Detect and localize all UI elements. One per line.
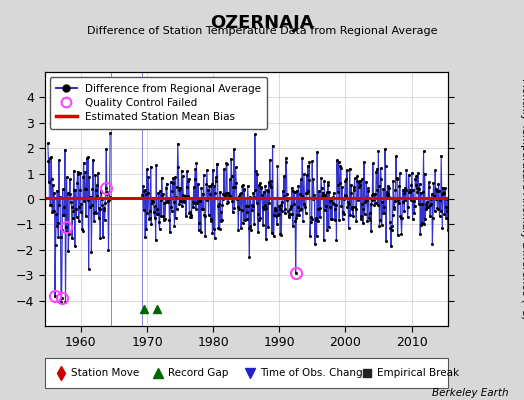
Text: Empirical Break: Empirical Break [377, 368, 460, 378]
Text: Berkeley Earth: Berkeley Earth [432, 388, 508, 398]
Text: Time of Obs. Change: Time of Obs. Change [260, 368, 369, 378]
Text: Record Gap: Record Gap [168, 368, 228, 378]
Text: Station Move: Station Move [71, 368, 139, 378]
Legend: Difference from Regional Average, Quality Control Failed, Estimated Station Mean: Difference from Regional Average, Qualit… [50, 77, 267, 129]
Y-axis label: Monthly Temperature Anomaly Difference (°C): Monthly Temperature Anomaly Difference (… [520, 78, 524, 320]
Text: Difference of Station Temperature Data from Regional Average: Difference of Station Temperature Data f… [87, 26, 437, 36]
FancyBboxPatch shape [45, 358, 448, 388]
Text: OZERNAJA: OZERNAJA [210, 14, 314, 32]
